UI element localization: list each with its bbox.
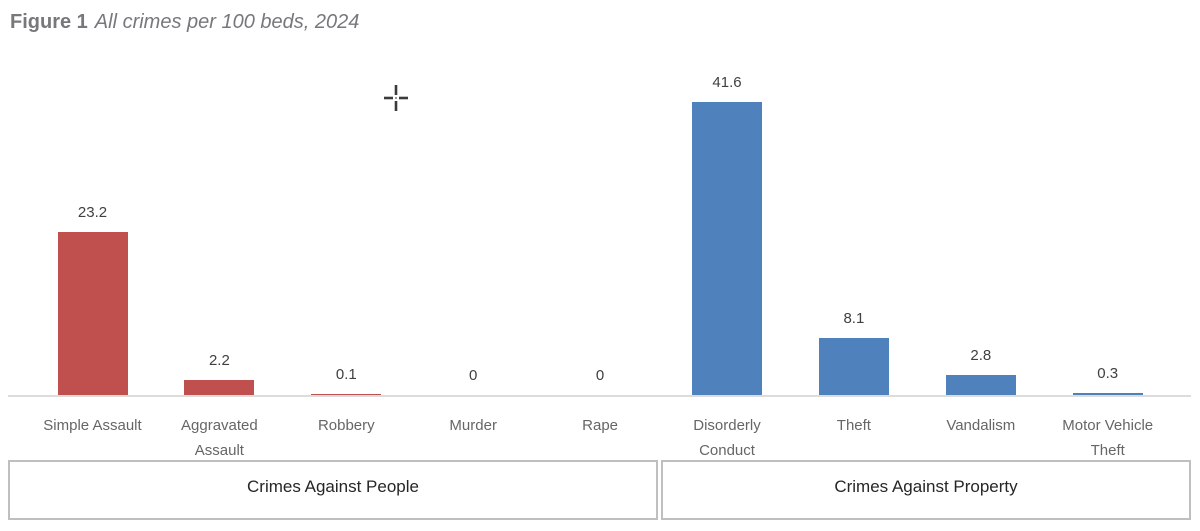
bar-value-label-theft: 8.1 — [843, 310, 865, 327]
bar-value-label-simple-assault: 23.2 — [77, 204, 108, 221]
bar-simple-assault — [57, 232, 128, 395]
category-label-rape: Rape — [582, 417, 619, 434]
bar-value-label-robbery: 0.1 — [335, 366, 357, 383]
bar-value-label-vandalism: 2.8 — [970, 347, 992, 364]
category-label-vandalism: Vandalism — [946, 417, 1016, 434]
bar-value-label-rape: 0 — [595, 367, 605, 384]
bar-robbery — [311, 394, 382, 395]
bar-value-label-disorderly-conduct: 41.6 — [712, 74, 742, 91]
bar-value-label-motor-vehicle-theft: 0.3 — [1097, 365, 1119, 382]
bar-aggravated-assault — [184, 380, 255, 395]
category-label-motor-vehicle-theft: Motor Vehicle Theft — [1062, 417, 1154, 459]
category-label-disorderly-conduct: Disorderly Conduct — [693, 417, 761, 459]
group-box-crimes-against-people: Crimes Against People — [8, 460, 658, 520]
group-label-property: Crimes Against Property — [834, 476, 1018, 496]
group-label-people: Crimes Against People — [247, 476, 419, 496]
category-label-theft: Theft — [836, 417, 871, 434]
bar-motor-vehicle-theft — [1072, 393, 1143, 395]
crosshair-cursor-icon — [384, 85, 408, 111]
bar-theft — [818, 338, 889, 395]
figure-title-number: Figure 1 — [10, 11, 88, 33]
figure-title-text: All crimes per 100 beds, 2024 — [94, 11, 360, 33]
category-label-murder: Murder — [449, 417, 497, 434]
group-box-crimes-against-property: Crimes Against Property — [661, 460, 1191, 520]
x-axis-line — [8, 395, 1191, 397]
bar-value-label-aggravated-assault: 2.2 — [208, 352, 230, 369]
category-label-simple-assault: Simple Assault — [43, 417, 142, 434]
bar-value-label-murder: 0 — [469, 367, 478, 384]
figure-title: Figure 1 All crimes per 100 beds, 2024 — [10, 11, 359, 34]
category-label-robbery: Robbery — [317, 417, 375, 434]
bar-vandalism — [945, 375, 1016, 395]
bar-disorderly-conduct — [692, 102, 762, 395]
category-label-aggravated-assault: Aggravated Assault — [181, 417, 258, 459]
